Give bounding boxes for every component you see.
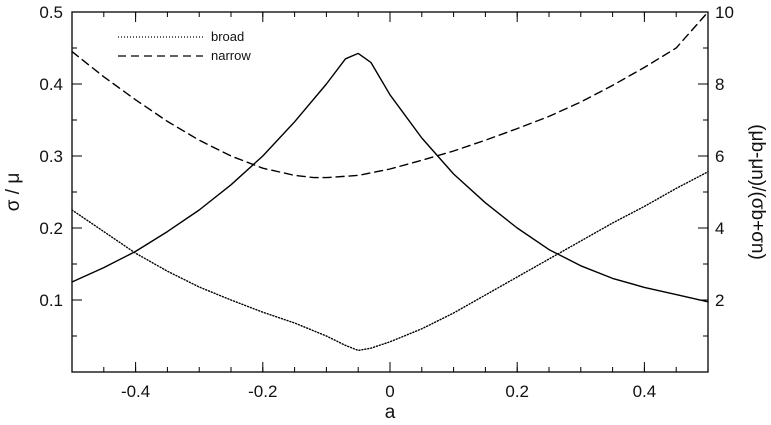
y2-tick-label: 8 [715, 75, 724, 94]
x-tick-label: 0.2 [505, 382, 529, 401]
legend-label-narrow: narrow [211, 48, 251, 63]
series-layer [71, 11, 709, 352]
x-tick-label: 0 [385, 382, 394, 401]
ticks: -0.4 -0.2 0 0.2 0.4 0.1 0.2 0.3 0.4 0.5 2 4 6 8 10 [39, 3, 734, 401]
x-tick-label: -0.2 [248, 382, 277, 401]
legend-label-broad: broad [211, 29, 244, 44]
y2-axis-title: (μb-μn)/(σb+σn) [747, 124, 768, 260]
y-tick-label: 0.5 [39, 3, 63, 22]
y-tick-label: 0.4 [39, 75, 63, 94]
y2-tick-label: 10 [715, 3, 734, 22]
x-tick-label: -0.4 [121, 382, 150, 401]
y-tick-label: 0.2 [39, 219, 63, 238]
legend: broad narrow [118, 29, 251, 63]
y-tick-label: 0.3 [39, 147, 63, 166]
y-axis-title: σ / μ [3, 173, 24, 212]
series-line-series-3 [71, 52, 709, 303]
y2-tick-label: 6 [715, 147, 724, 166]
x-axis-title: a [385, 402, 396, 423]
series-line-narrow [71, 11, 709, 179]
y-tick-label: 0.1 [39, 291, 63, 310]
plot-frame [71, 11, 709, 373]
x-tick-label: 0.4 [633, 382, 657, 401]
y2-tick-label: 2 [715, 291, 724, 310]
series-line-broad [71, 171, 709, 352]
y2-tick-label: 4 [715, 219, 724, 238]
